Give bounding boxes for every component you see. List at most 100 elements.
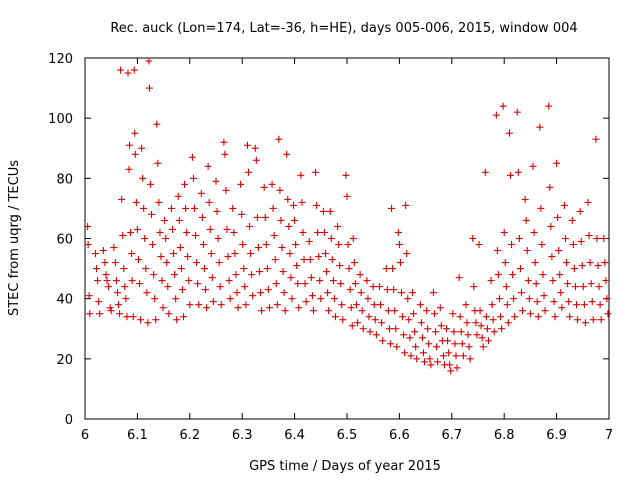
data-point [488,301,496,309]
data-point [172,295,180,303]
data-point [272,280,280,288]
data-point [439,352,447,360]
data-point [434,358,442,366]
data-point [548,253,556,261]
data-point [252,156,260,164]
data-point [510,295,518,303]
data-point [533,298,541,306]
data-point [384,307,392,315]
data-point [477,322,485,330]
data-point [453,364,461,372]
data-point [444,337,452,345]
data-point [221,150,229,158]
data-point [437,322,445,330]
data-point [602,277,610,285]
data-point [604,310,612,318]
data-point [249,292,257,300]
chart-title: Rec. auck (Lon=174, Lat=-36, h=HE), days… [110,21,577,36]
data-point [452,352,460,360]
data-point [206,225,214,233]
data-point [91,250,99,258]
data-point [263,265,271,273]
data-point [180,313,188,321]
data-point [511,313,519,321]
data-point [541,307,549,315]
data-point [248,271,256,279]
data-point [117,66,125,74]
data-point [331,313,339,321]
data-point [364,295,372,303]
data-point [337,280,345,288]
data-point [495,295,503,303]
x-tick-label: 6 [81,428,89,443]
data-point [325,307,333,315]
data-point [372,331,380,339]
data-point [574,316,582,324]
data-point [530,228,538,236]
data-point [424,325,432,333]
data-point [237,180,245,188]
data-point [116,310,124,318]
data-point [403,250,411,258]
data-point [469,235,477,242]
data-point [503,301,511,309]
data-point [113,289,121,297]
data-point [287,274,295,282]
data-point [519,307,527,315]
data-point [420,349,428,357]
data-point [128,277,136,285]
data-point [436,304,444,312]
data-point [473,331,481,339]
data-point [565,298,573,306]
data-point [157,253,165,261]
data-point [447,367,455,375]
data-point [330,295,338,303]
data-point [568,216,576,224]
data-point [145,57,153,65]
data-point [584,198,592,206]
x-tick-label: 6.8 [494,428,515,443]
data-point [576,207,584,215]
data-point [421,358,429,366]
data-point [411,328,419,336]
data-point [404,295,412,303]
data-point [292,241,300,249]
data-point [171,271,179,279]
data-point [270,231,278,239]
x-tick-label: 6.7 [441,428,462,443]
x-axis: 6 6.1 6.2 6.3 6.4 6.5 6.6 6.7 6.8 6.9 7 [81,58,613,443]
data-point [317,295,325,303]
data-point [547,222,555,230]
data-point [271,256,279,264]
data-point [464,331,472,339]
data-point [475,241,483,249]
data-point [205,198,213,206]
data-point [497,313,505,321]
data-point [432,328,440,336]
data-point [580,301,588,309]
data-point [359,325,367,333]
data-point [369,283,377,291]
data-point [329,277,337,285]
data-point [84,222,92,230]
data-point [356,271,364,279]
data-point [305,238,313,246]
data-point [562,235,570,242]
data-point [346,286,354,294]
data-point [200,265,208,273]
data-point [302,298,310,306]
data-point [232,271,240,279]
data-point [456,313,464,321]
data-point [385,325,393,333]
data-point [143,289,151,297]
data-point [545,102,553,110]
data-point [592,135,600,143]
data-point [425,340,433,348]
data-point [216,283,224,291]
data-point [596,301,604,309]
data-point [161,216,169,224]
data-point [487,277,495,285]
data-point [481,168,489,176]
data-point [556,271,564,279]
